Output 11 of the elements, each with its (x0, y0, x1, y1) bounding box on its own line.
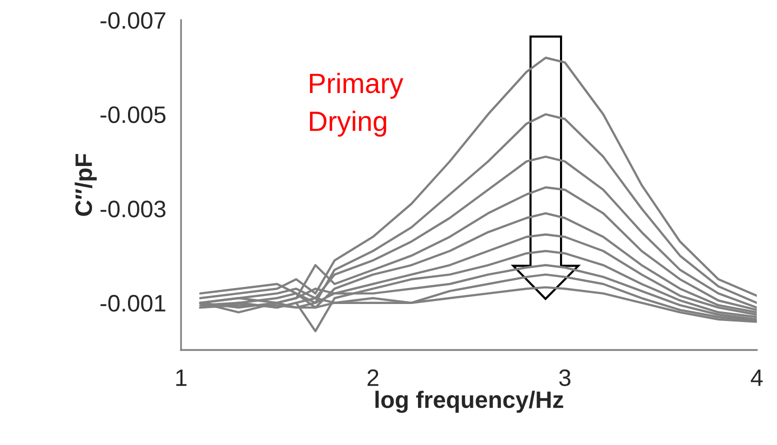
y-axis-title: C″/pF (74, 154, 97, 216)
y-tick-label: -0.005 (100, 106, 166, 124)
annotation: Primary Drying (310, 72, 404, 137)
y-tick-label: -0.007 (100, 12, 166, 29)
y-tick-label: -0.001 (100, 294, 166, 312)
x-tick-label: 1 (176, 370, 186, 386)
x-tick-label: 3 (559, 369, 570, 386)
x-tick-label: 4 (750, 370, 763, 386)
x-tick-label: 2 (368, 369, 378, 386)
x-axis-title: log frequency/Hz (375, 390, 564, 413)
y-tick-label: -0.003 (100, 200, 166, 218)
